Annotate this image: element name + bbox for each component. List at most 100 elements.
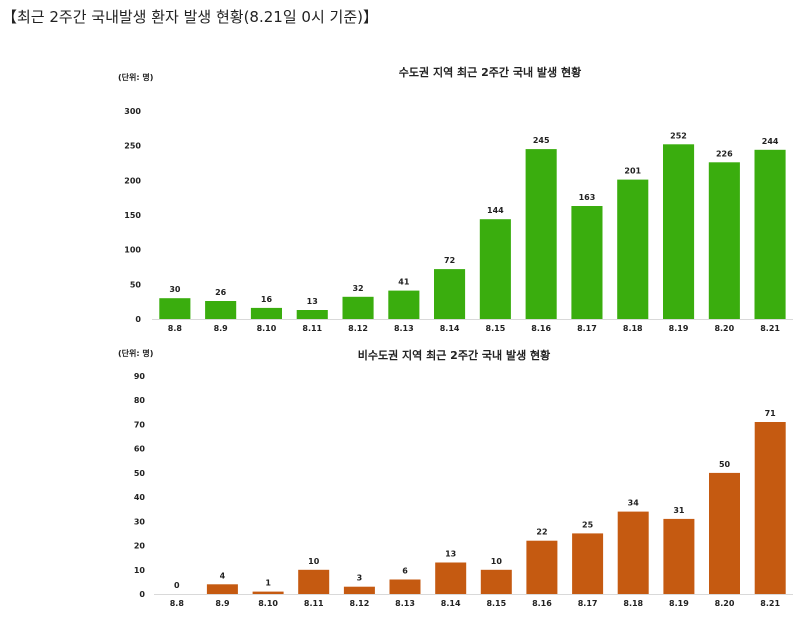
x-tick-label: 8.14	[440, 324, 460, 333]
x-tick-label: 8.11	[304, 599, 324, 608]
bar	[250, 307, 282, 319]
y-tick-label: 20	[134, 542, 146, 551]
bar	[342, 296, 374, 319]
data-label: 201	[624, 167, 641, 176]
x-tick-label: 8.13	[395, 599, 415, 608]
x-tick-label: 8.15	[486, 599, 506, 608]
data-label: 245	[533, 136, 550, 145]
x-tick-label: 8.21	[760, 599, 780, 608]
data-label: 244	[762, 137, 779, 146]
x-tick-label: 8.20	[715, 599, 735, 608]
data-label: 0	[174, 581, 180, 590]
y-tick-label: 50	[134, 469, 146, 478]
x-tick-label: 8.12	[348, 324, 368, 333]
y-tick-label: 50	[130, 280, 142, 289]
bar	[252, 591, 284, 594]
y-unit-label: (단위: 명)	[118, 72, 153, 82]
data-label: 13	[445, 550, 456, 559]
data-label: 22	[536, 528, 547, 537]
bar	[754, 422, 786, 594]
page-title: 【최근 2주간 국내발생 환자 발생 현황(8.21일 0시 기준)】	[2, 8, 378, 26]
y-tick-label: 0	[139, 590, 145, 599]
bar	[754, 149, 786, 319]
data-label: 16	[261, 295, 273, 304]
x-tick-label: 8.21	[760, 324, 780, 333]
y-tick-label: 150	[124, 211, 141, 220]
y-tick-label: 10	[134, 566, 146, 575]
y-tick-label: 0	[135, 315, 141, 324]
x-tick-label: 8.10	[257, 324, 277, 333]
data-label: 30	[169, 285, 181, 294]
x-tick-label: 8.9	[214, 324, 229, 333]
y-tick-label: 200	[124, 176, 141, 185]
data-label: 25	[582, 520, 594, 529]
data-label: 26	[215, 288, 227, 297]
x-tick-label: 8.20	[714, 324, 734, 333]
bar	[389, 579, 421, 594]
bar	[571, 206, 603, 319]
x-tick-label: 8.10	[258, 599, 278, 608]
y-tick-label: 60	[134, 445, 146, 454]
bar	[480, 569, 512, 594]
data-label: 72	[444, 256, 455, 265]
bar	[617, 179, 649, 319]
y-tick-label: 40	[134, 493, 146, 502]
x-tick-label: 8.19	[669, 599, 689, 608]
bar	[435, 562, 467, 594]
data-label: 13	[307, 297, 318, 306]
y-tick-label: 80	[134, 396, 146, 405]
x-tick-label: 8.16	[531, 324, 551, 333]
bar	[343, 586, 375, 594]
data-label: 1	[265, 579, 271, 588]
chart-title: 비수도권 지역 최근 2주간 국내 발생 현황	[358, 348, 551, 362]
data-label: 252	[670, 131, 687, 140]
x-tick-label: 8.8	[168, 324, 183, 333]
x-tick-label: 8.17	[578, 599, 598, 608]
data-label: 10	[308, 557, 320, 566]
y-tick-label: 90	[134, 372, 146, 381]
data-label: 163	[579, 193, 596, 202]
y-tick-label: 70	[134, 420, 146, 429]
bar	[708, 162, 740, 319]
x-tick-label: 8.15	[486, 324, 506, 333]
bar	[617, 511, 649, 594]
data-label: 41	[398, 278, 410, 287]
y-tick-label: 30	[134, 517, 146, 526]
x-tick-label: 8.14	[441, 599, 461, 608]
x-tick-label: 8.18	[623, 324, 643, 333]
x-tick-label: 8.8	[170, 599, 185, 608]
x-tick-label: 8.9	[215, 599, 230, 608]
data-label: 3	[357, 574, 363, 583]
x-tick-label: 8.19	[669, 324, 689, 333]
metro-area-bar-chart: 수도권 지역 최근 2주간 국내 발생 현황 (단위: 명) 0 50 100 150 20…	[118, 65, 793, 333]
x-tick-label: 8.17	[577, 324, 597, 333]
bar	[206, 584, 238, 594]
data-label: 71	[765, 409, 777, 418]
x-tick-label: 8.16	[532, 599, 552, 608]
data-label: 4	[220, 571, 226, 580]
data-label: 31	[673, 506, 685, 515]
bar	[159, 298, 191, 319]
y-unit-label: (단위: 명)	[118, 348, 153, 358]
bar	[296, 310, 328, 319]
x-tick-label: 8.11	[302, 324, 322, 333]
bar	[526, 540, 558, 594]
data-label: 144	[487, 206, 504, 215]
data-label: 32	[352, 284, 363, 293]
data-label: 34	[628, 499, 640, 508]
chart-title: 수도권 지역 최근 2주간 국내 발생 현황	[399, 65, 581, 79]
bar	[479, 219, 511, 319]
bar	[709, 472, 740, 594]
bar	[525, 149, 557, 319]
non-metro-area-bar-chart: 비수도권 지역 최근 2주간 국내 발생 현황(단위: 명)0102030405…	[118, 348, 793, 608]
y-tick-label: 300	[124, 107, 141, 116]
bar	[572, 533, 604, 594]
x-tick-label: 8.13	[394, 324, 414, 333]
bar	[663, 518, 695, 594]
data-label: 50	[719, 460, 731, 469]
y-tick-label: 100	[124, 246, 141, 255]
bar	[298, 569, 330, 594]
data-label: 6	[402, 567, 408, 576]
y-tick-label: 250	[124, 142, 141, 151]
